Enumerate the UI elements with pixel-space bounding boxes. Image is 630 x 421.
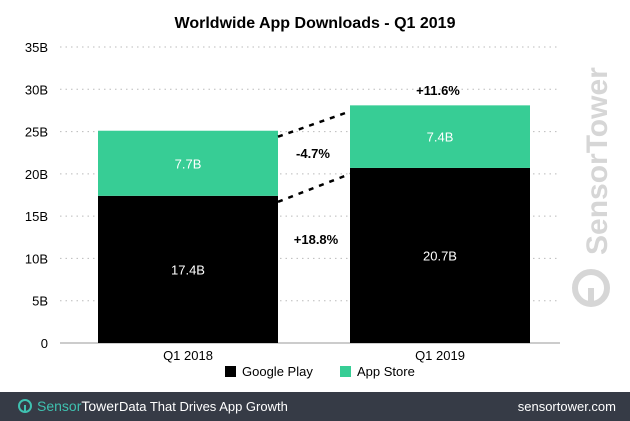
change-connector (277, 110, 351, 138)
legend-label: App Store (357, 364, 415, 379)
sensortower-logo: Sensor Tower (18, 398, 119, 414)
footer-url[interactable]: sensortower.com (517, 399, 616, 414)
bar-data-label: 20.7B (423, 248, 457, 263)
y-tick-label: 30B (25, 82, 48, 97)
bar-app-store (98, 130, 278, 196)
y-tick-label: 20B (25, 167, 48, 182)
legend-label: Google Play (242, 364, 313, 379)
y-tick-label: 25B (25, 125, 48, 140)
google-play-change-label: +18.8% (294, 232, 339, 247)
brand-sensor: Sensor (37, 398, 82, 414)
bar-google-play (98, 195, 278, 343)
bar-data-label: 7.7B (175, 156, 202, 171)
total-change-label: +11.6% (416, 83, 460, 98)
sensortower-watermark: SensorTower (581, 67, 614, 255)
y-tick-label: 5B (32, 294, 48, 309)
bar-data-label: 7.4B (427, 130, 454, 145)
chart-title: Worldwide App Downloads - Q1 2019 (175, 15, 456, 32)
chart: Worldwide App Downloads - Q1 2019 0 5B 10B 1… (25, 15, 614, 379)
y-tick-label: 0 (41, 336, 48, 351)
bar-data-label: 17.4B (171, 262, 205, 277)
x-tick-label: Q1 2018 (163, 348, 213, 363)
bar-app-store (350, 105, 530, 168)
legend-swatch (225, 366, 236, 377)
legend-swatch (340, 366, 351, 377)
y-tick-label: 10B (25, 251, 48, 266)
change-connector (277, 172, 351, 204)
footer-bar: Sensor Tower Data That Drives App Growth … (0, 392, 630, 421)
bar-google-play (350, 167, 530, 343)
footer-tagline: Data That Drives App Growth (119, 399, 288, 414)
x-tick-label: Q1 2019 (415, 348, 465, 363)
app-store-change-label: -4.7% (296, 146, 330, 161)
y-tick-label: 35B (25, 40, 48, 55)
sensortower-logo-icon (18, 399, 32, 413)
brand-tower: Tower (81, 398, 119, 414)
y-tick-label: 15B (25, 209, 48, 224)
